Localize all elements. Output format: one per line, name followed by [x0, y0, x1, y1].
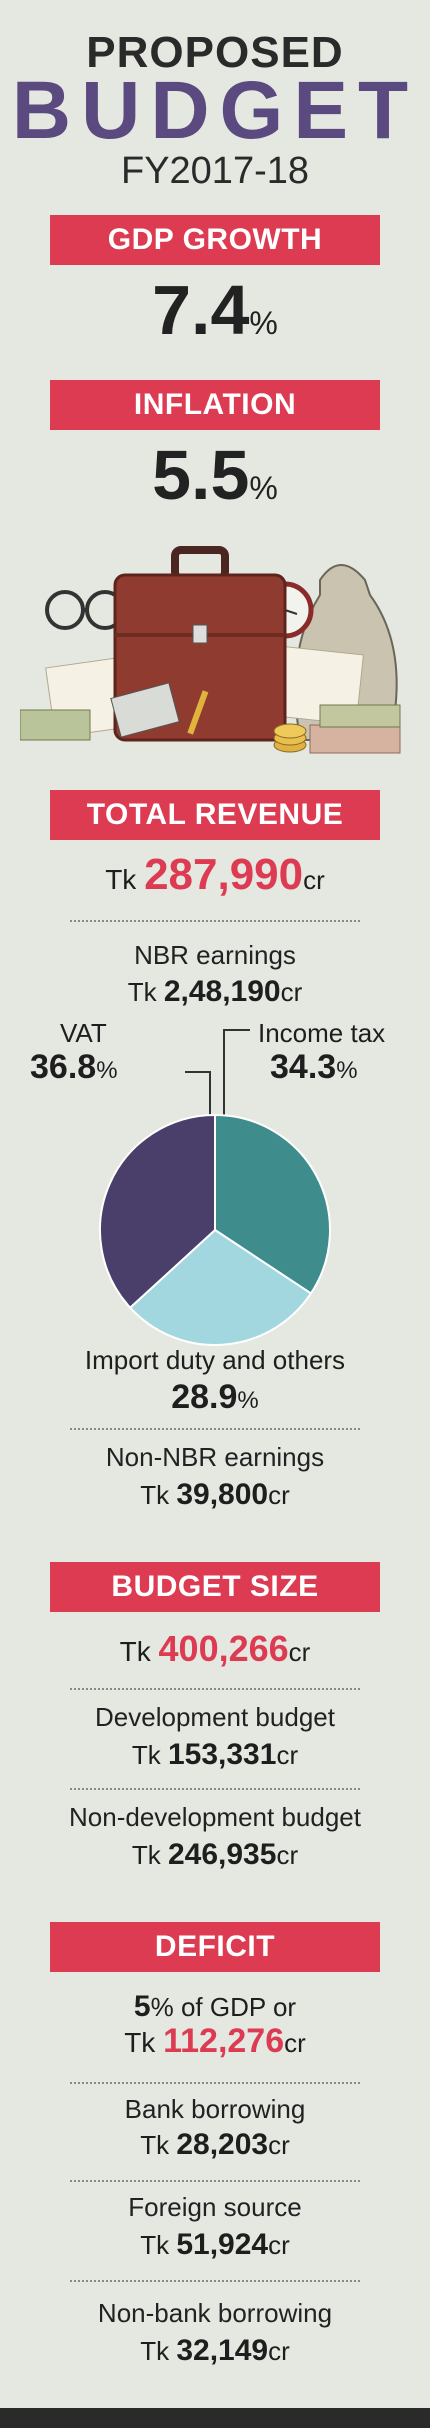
pie-pct-import-duty: 28.9%: [0, 1378, 430, 1417]
total-revenue-banner: TOTAL REVENUE: [50, 790, 380, 840]
pie-pct-vat: 36.8%: [30, 1048, 118, 1087]
divider: [70, 1688, 360, 1690]
non-development-budget-prefix: Tk: [131, 1840, 168, 1870]
title-proposed: PROPOSED: [86, 28, 344, 77]
total-revenue-value: 287,990: [144, 850, 304, 899]
gdp-growth-banner: GDP GROWTH: [50, 215, 380, 265]
budget-size-unit: cr: [288, 1637, 311, 1667]
divider: [70, 2180, 360, 2182]
deficit-gdp-pct: 5: [133, 1990, 151, 2023]
pie-pct-vat-unit: %: [96, 1057, 118, 1084]
non-development-budget-unit: cr: [276, 1840, 299, 1870]
nbr-earnings-value: 2,48,190: [163, 975, 281, 1008]
development-budget-prefix: Tk: [131, 1740, 168, 1770]
deficit-unit: cr: [284, 2028, 306, 2058]
revenue-pie-chart: [99, 1029, 331, 1346]
budget-size-label: BUDGET SIZE: [111, 1570, 319, 1603]
inflation-label: INFLATION: [133, 388, 297, 421]
pie-slice-import-duty: [128, 1228, 313, 1346]
budget-size-amount: Tk 400,266cr: [0, 1628, 430, 1670]
non-bank-borrowing-label: Non-bank borrowing: [97, 2298, 333, 2328]
foreign-source-unit: cr: [268, 2230, 290, 2260]
budget-size-banner: BUDGET SIZE: [50, 1562, 380, 1612]
total-revenue-prefix: Tk: [105, 864, 145, 895]
title-budget: BUDGET: [11, 65, 419, 156]
gdp-growth-unit: %: [249, 305, 278, 341]
foreign-source-label: Foreign source: [128, 2192, 302, 2222]
deficit-gdp-share: 5% of GDP or: [0, 1990, 430, 2024]
non-bank-borrowing-value: 32,149: [176, 2334, 269, 2367]
deficit-gdp-text: % of GDP or: [150, 1992, 297, 2022]
divider: [70, 920, 360, 922]
pie-pct-vat-number: 36.8: [30, 1048, 97, 1086]
deficit-prefix: Tk: [124, 2027, 164, 2058]
deficit-amount: Tk 112,276cr: [0, 2022, 430, 2061]
development-budget-unit: cr: [276, 1740, 299, 1770]
non-bank-borrowing-amount: Tk 32,149cr: [0, 2334, 430, 2368]
inflation-value: 5.5%: [0, 435, 430, 515]
budget-briefcase-illustration: [20, 546, 401, 754]
deficit-banner: DEFICIT: [50, 1922, 380, 1972]
nbr-earnings-amount: Tk 2,48,190cr: [0, 975, 430, 1009]
pie-slice-vat: [99, 1113, 216, 1310]
deficit-value: 112,276: [163, 2022, 285, 2060]
divider: [70, 2280, 360, 2282]
non-development-budget-value: 246,935: [167, 1838, 277, 1871]
pie-pct-income-tax-unit: %: [336, 1057, 358, 1084]
bank-borrowing-prefix: Tk: [140, 2130, 177, 2160]
non-nbr-earnings-unit: cr: [268, 1480, 290, 1510]
pie-label-income-tax: Income tax: [258, 1018, 386, 1048]
inflation-unit: %: [249, 470, 278, 506]
development-budget-amount: Tk 153,331cr: [0, 1738, 430, 1772]
non-development-budget-amount: Tk 246,935cr: [0, 1838, 430, 1872]
leader-line-income-tax: [223, 1029, 250, 1130]
leader-line-vat: [185, 1071, 211, 1130]
divider: [70, 2082, 360, 2084]
pie-pct-import-duty-number: 28.9: [171, 1378, 238, 1416]
non-nbr-earnings-value: 39,800: [176, 1478, 269, 1511]
non-bank-borrowing-prefix: Tk: [140, 2336, 177, 2366]
non-nbr-earnings-amount: Tk 39,800cr: [0, 1478, 430, 1512]
development-budget-label: Development budget: [95, 1702, 335, 1732]
pie-pct-import-duty-unit: %: [237, 1387, 259, 1414]
inflation-banner: INFLATION: [50, 380, 380, 430]
non-bank-borrowing-unit: cr: [268, 2336, 290, 2366]
bottom-rule: [0, 2408, 430, 2428]
total-revenue-amount: Tk 287,990cr: [0, 850, 430, 900]
bank-borrowing-label: Bank borrowing: [124, 2094, 306, 2124]
foreign-source-prefix: Tk: [140, 2230, 177, 2260]
pie-pct-income-tax-number: 34.3: [270, 1048, 337, 1086]
gdp-growth-value: 7.4%: [0, 270, 430, 350]
title-fiscal-year: FY2017-18: [120, 150, 309, 192]
foreign-source-value: 51,924: [176, 2228, 269, 2261]
non-nbr-earnings-prefix: Tk: [140, 1480, 177, 1510]
nbr-earnings-unit: cr: [280, 977, 303, 1007]
bank-borrowing-unit: cr: [268, 2130, 290, 2160]
pie-pct-income-tax: 34.3%: [270, 1048, 358, 1087]
divider: [70, 1788, 360, 1790]
foreign-source-amount: Tk 51,924cr: [0, 2228, 430, 2262]
non-development-budget-label: Non-development budget: [69, 1802, 361, 1832]
inflation-number: 5.5: [152, 436, 250, 514]
nbr-earnings-label: NBR earnings: [134, 940, 296, 970]
non-nbr-earnings-label: Non-NBR earnings: [105, 1442, 325, 1472]
bank-borrowing-amount: Tk 28,203cr: [0, 2128, 430, 2162]
deficit-label: DEFICIT: [154, 1930, 276, 1963]
gdp-growth-label: GDP GROWTH: [107, 223, 323, 256]
bank-borrowing-value: 28,203: [176, 2128, 269, 2161]
total-revenue-unit: cr: [303, 865, 325, 895]
budget-size-prefix: Tk: [119, 1636, 159, 1667]
pie-label-vat: VAT: [60, 1018, 107, 1048]
gdp-growth-number: 7.4: [152, 271, 250, 349]
development-budget-value: 153,331: [167, 1738, 277, 1771]
nbr-earnings-prefix: Tk: [127, 977, 164, 1007]
pie-label-import-duty: Import duty and others: [84, 1345, 346, 1375]
budget-size-value: 400,266: [158, 1628, 289, 1669]
total-revenue-label: TOTAL REVENUE: [86, 798, 344, 831]
divider: [70, 1428, 360, 1430]
